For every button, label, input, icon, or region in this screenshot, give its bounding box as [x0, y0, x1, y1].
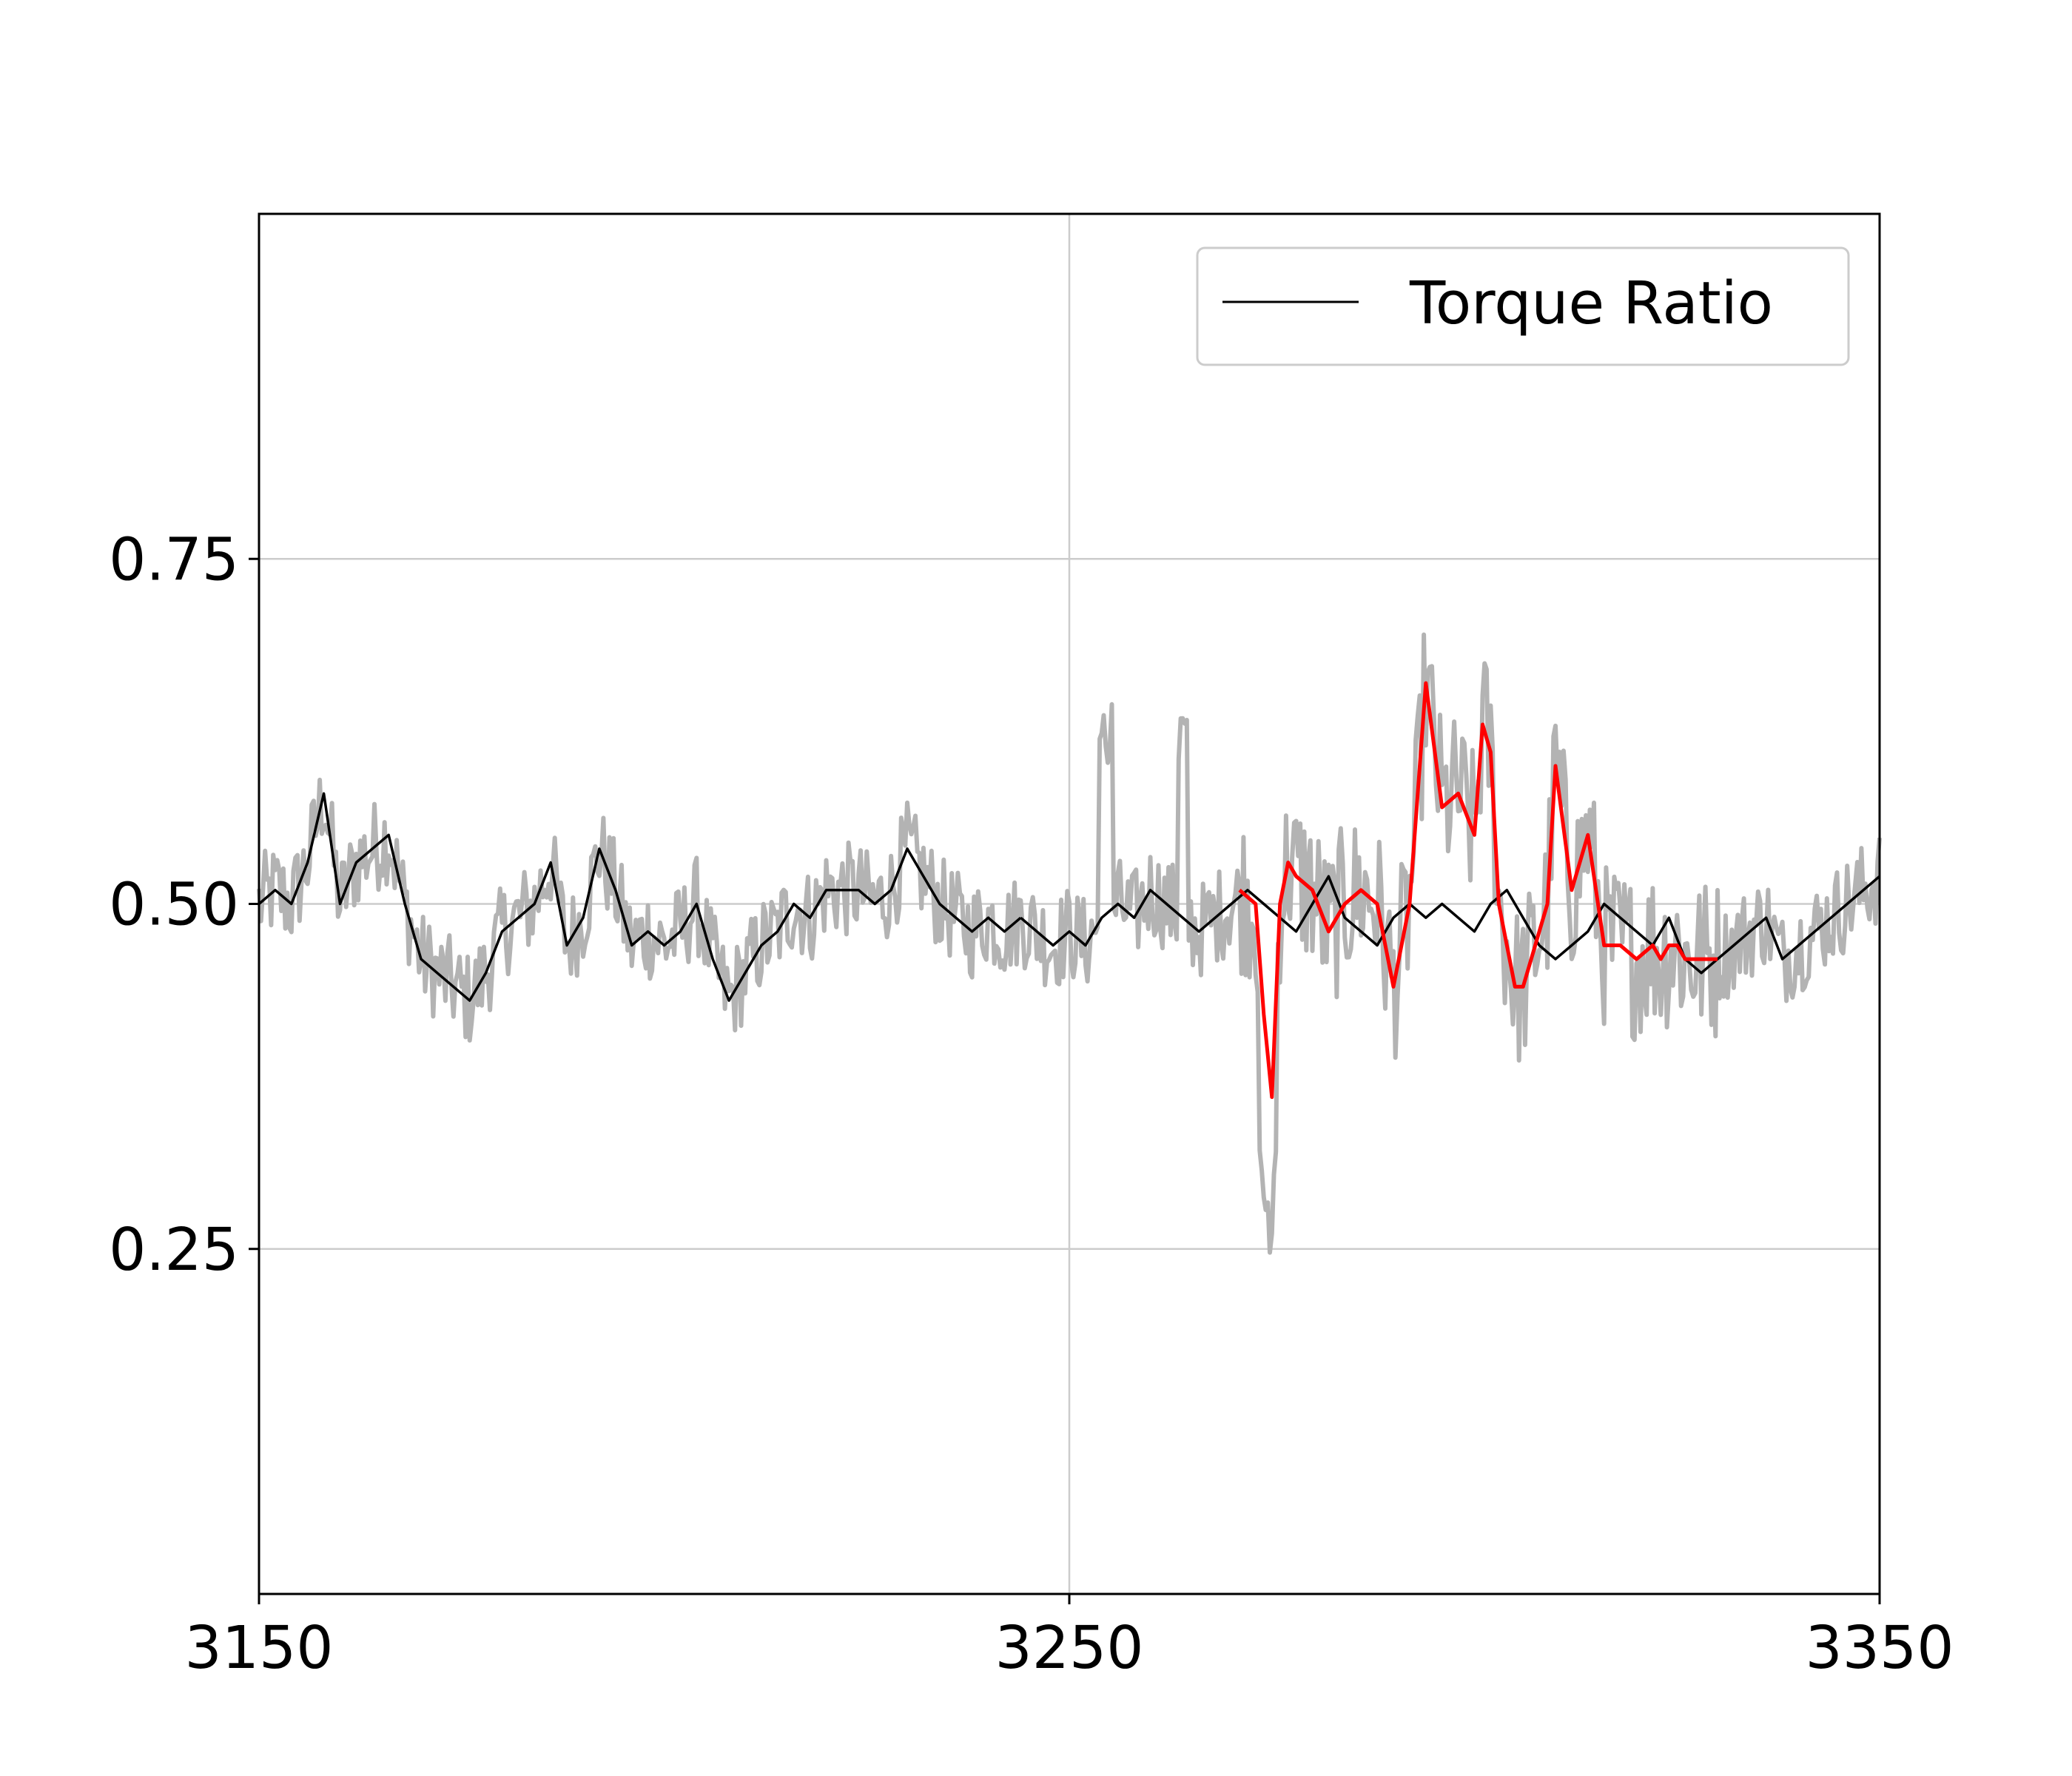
torque-ratio-line-1: [258, 792, 1022, 1002]
torque-ratio-line-2: [1020, 875, 1881, 975]
legend-box: [1196, 246, 1850, 366]
x-tick-label: 3250: [995, 1614, 1143, 1682]
axis-ticks: 0.25 0.50 0.75 3150 3250 3350: [109, 525, 1954, 1682]
legend-label-torque-ratio: Torque Ratio: [1409, 269, 1773, 337]
y-tick-label: 0.75: [109, 525, 239, 593]
x-tick-label: 3350: [1805, 1614, 1954, 1682]
y-tick-label: 0.50: [109, 871, 239, 939]
raw-signal-line: [257, 632, 1882, 1255]
legend: Torque Ratio: [1196, 246, 1850, 366]
x-tick-label: 3150: [184, 1614, 333, 1682]
series-lines: [258, 681, 1881, 1100]
highlight-segment-line: [1238, 681, 1718, 1100]
raw-signal: [257, 632, 1882, 1255]
y-tick-label: 0.25: [109, 1216, 239, 1284]
